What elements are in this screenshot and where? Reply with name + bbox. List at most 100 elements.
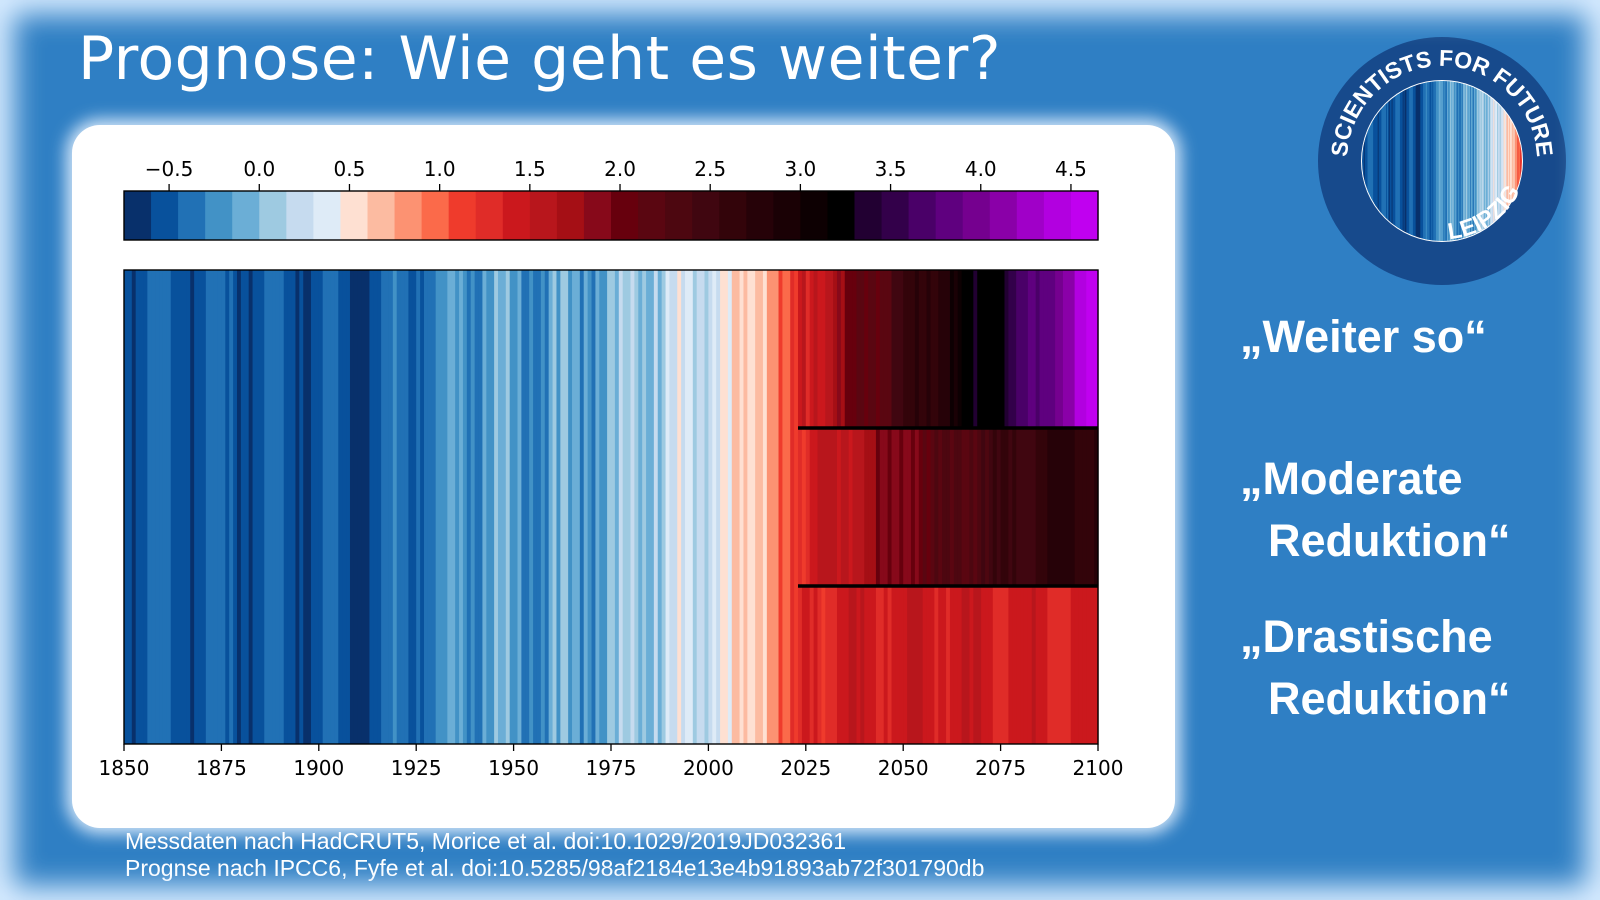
logo-stripe [1403,81,1405,241]
logo-stripe [1482,81,1484,241]
colorbar-block [935,191,964,240]
stripe-observed [665,270,671,744]
stripe-scenario [813,270,819,428]
stripe-observed [712,270,717,744]
stripe-scenario [1086,428,1091,586]
logo-stripe [1477,81,1479,241]
stripe-observed [283,270,289,744]
colorbar-block [448,191,477,240]
logo-stripe [1513,81,1516,241]
logo-stripe [1401,81,1404,241]
logo-stripe [1379,81,1381,241]
stripe-scenario [903,270,908,428]
colorbar [124,191,1099,240]
source-line-2: Prognse nach IPCC6, Fyfe et al. doi:10.5… [125,855,985,881]
stripe-scenario [801,270,807,428]
stripe-observed [162,270,168,744]
logo-stripe [1476,81,1479,241]
stripe-scenario [1078,270,1084,428]
logo-stripe [1471,81,1473,241]
stripe-observed [369,270,374,744]
stripe-observed [657,270,663,744]
stripe-observed [248,270,254,744]
stripe-observed [622,270,628,744]
logo-stripe [1472,81,1475,241]
logo-stripe [1441,81,1443,241]
stripe-observed [548,270,554,744]
stripe-observed [762,270,768,744]
stripes-area [124,270,1099,744]
stripe-observed [256,270,261,744]
stripe-scenario [875,270,881,428]
logo-stripe [1497,81,1499,241]
stripe-observed [291,270,297,744]
stripe-scenario [922,428,928,586]
stripe-scenario [981,270,986,428]
stripe-scenario [1020,428,1025,586]
stripe-scenario [805,586,811,744]
stripe-scenario [864,586,869,744]
colorbar-block [475,191,504,240]
stripe-observed [595,270,600,744]
stripe-observed [790,270,795,744]
stripe-observed [447,270,452,744]
stripe-scenario [860,428,865,586]
logo-stripe [1516,81,1518,241]
stripe-observed [143,270,148,744]
stripe-observed [322,270,328,744]
stripe-scenario [887,586,893,744]
stripe-observed [735,270,741,744]
x-tick-label: 2075 [975,756,1026,780]
stripe-observed [272,270,277,744]
stripe-scenario [872,270,877,428]
colorbar-block [638,191,666,240]
stripe-observed [536,270,542,744]
stripe-scenario [833,270,838,428]
stripe-observed [685,270,690,744]
stripe-scenario [1020,586,1025,744]
stripe-scenario [860,586,865,744]
x-tick-label: 2000 [683,756,734,780]
stripe-scenario [1094,270,1099,428]
logo-stripe [1421,81,1423,241]
stripe-scenario [1051,586,1056,744]
stripe-scenario [938,586,943,744]
stripe-scenario [840,586,846,744]
x-axis: 1850 1875 1900 1925 1950 1975 2000 2025 2050 2075… [99,744,1123,780]
logo-stripe [1373,81,1375,241]
stripe-scenario [1070,428,1076,586]
stripe-observed [423,270,429,744]
colorbar-tick-label: 3.5 [875,157,907,181]
stripe-scenario [891,586,897,744]
stripe-observed [151,270,156,744]
stripe-scenario [985,428,990,586]
stripe-scenario [1012,586,1017,744]
stripe-observed [677,270,682,744]
stripe-scenario [946,586,951,744]
scenario-label-drastisch-line2: Reduktion“ [1268,673,1511,724]
logo-stripe [1453,81,1455,241]
logo-stripe [1372,81,1374,241]
stripe-scenario [875,586,881,744]
logo-stripe [1470,81,1472,241]
stripe-scenario [891,270,897,428]
logo-stripe [1479,81,1481,241]
logo-stripe [1391,81,1393,241]
stripe-observed [723,270,729,744]
stripe-scenario [1004,428,1009,586]
logo-stripe [1489,81,1491,241]
logo-stripe [1472,81,1474,241]
stripe-observed [299,270,304,744]
stripe-observed [494,270,499,744]
stripe-observed [295,270,300,744]
stripe-scenario [1043,428,1048,586]
stripe-scenario [938,428,943,586]
logo-stripe [1449,81,1452,241]
logo-stripe [1398,81,1401,241]
stripe-observed [603,270,608,744]
logo-stripe [1460,81,1462,241]
colorbar-block [367,191,396,240]
logo-stripe [1491,81,1493,241]
stripe-observed [731,270,737,744]
logo-stripe [1481,81,1483,241]
